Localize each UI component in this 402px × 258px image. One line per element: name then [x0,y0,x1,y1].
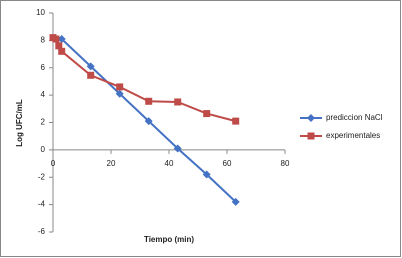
x-tick-label: 60 [223,159,232,168]
y-tick-label: -6 [38,227,46,236]
marker [86,62,95,71]
legend-label: experimentales [326,131,380,140]
y-tick-label: 6 [41,63,46,72]
y-tick-label: 2 [41,118,46,127]
x-tick-label: 80 [281,159,290,168]
marker [232,117,240,125]
marker [55,42,63,50]
marker [144,117,153,126]
marker [307,132,315,140]
y-tick-label: 8 [41,35,46,44]
marker [173,144,182,153]
y-tick-label: 4 [41,90,46,99]
y-tick-label: -2 [38,172,46,181]
x-tick-label: 40 [165,159,174,168]
x-tick-label: 0 [51,159,56,168]
x-tick-label: 20 [107,159,116,168]
marker [231,197,240,206]
marker [52,35,60,43]
marker [203,110,211,118]
marker [202,170,211,179]
marker [145,97,153,105]
marker [115,89,124,98]
marker [307,114,315,122]
y-axis-title: Log UFC/mL [15,99,24,147]
x-axis-title: Tiempo (min) [144,235,194,244]
marker [116,83,124,91]
marker [58,47,66,55]
y-tick-label: 0 [41,145,46,154]
marker [87,71,95,79]
y-tick-label: 10 [36,8,45,17]
marker [174,98,182,106]
y-tick-label: -4 [38,200,46,209]
legend-label: prediccion NaCl [326,113,383,122]
marker [57,35,66,44]
